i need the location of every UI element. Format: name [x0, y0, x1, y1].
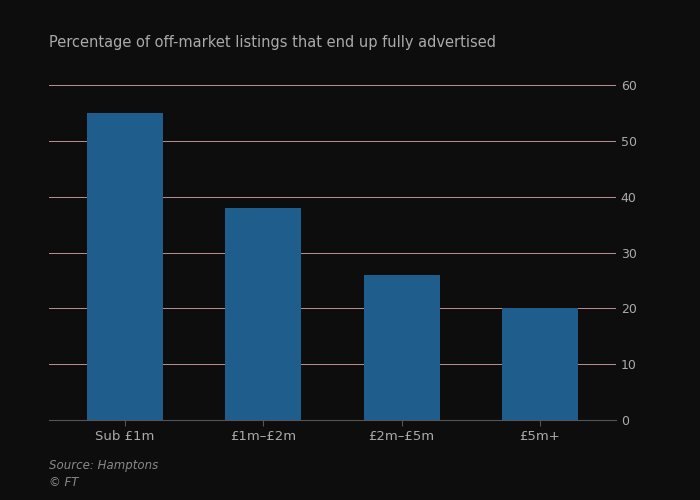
Bar [225, 208, 302, 420]
Bar [87, 113, 163, 420]
Text: © FT: © FT [49, 476, 78, 489]
Text: Percentage of off-market listings that end up fully advertised: Percentage of off-market listings that e… [49, 35, 496, 50]
Bar [363, 275, 440, 420]
Bar [502, 308, 578, 420]
Text: Source: Hamptons: Source: Hamptons [49, 460, 158, 472]
